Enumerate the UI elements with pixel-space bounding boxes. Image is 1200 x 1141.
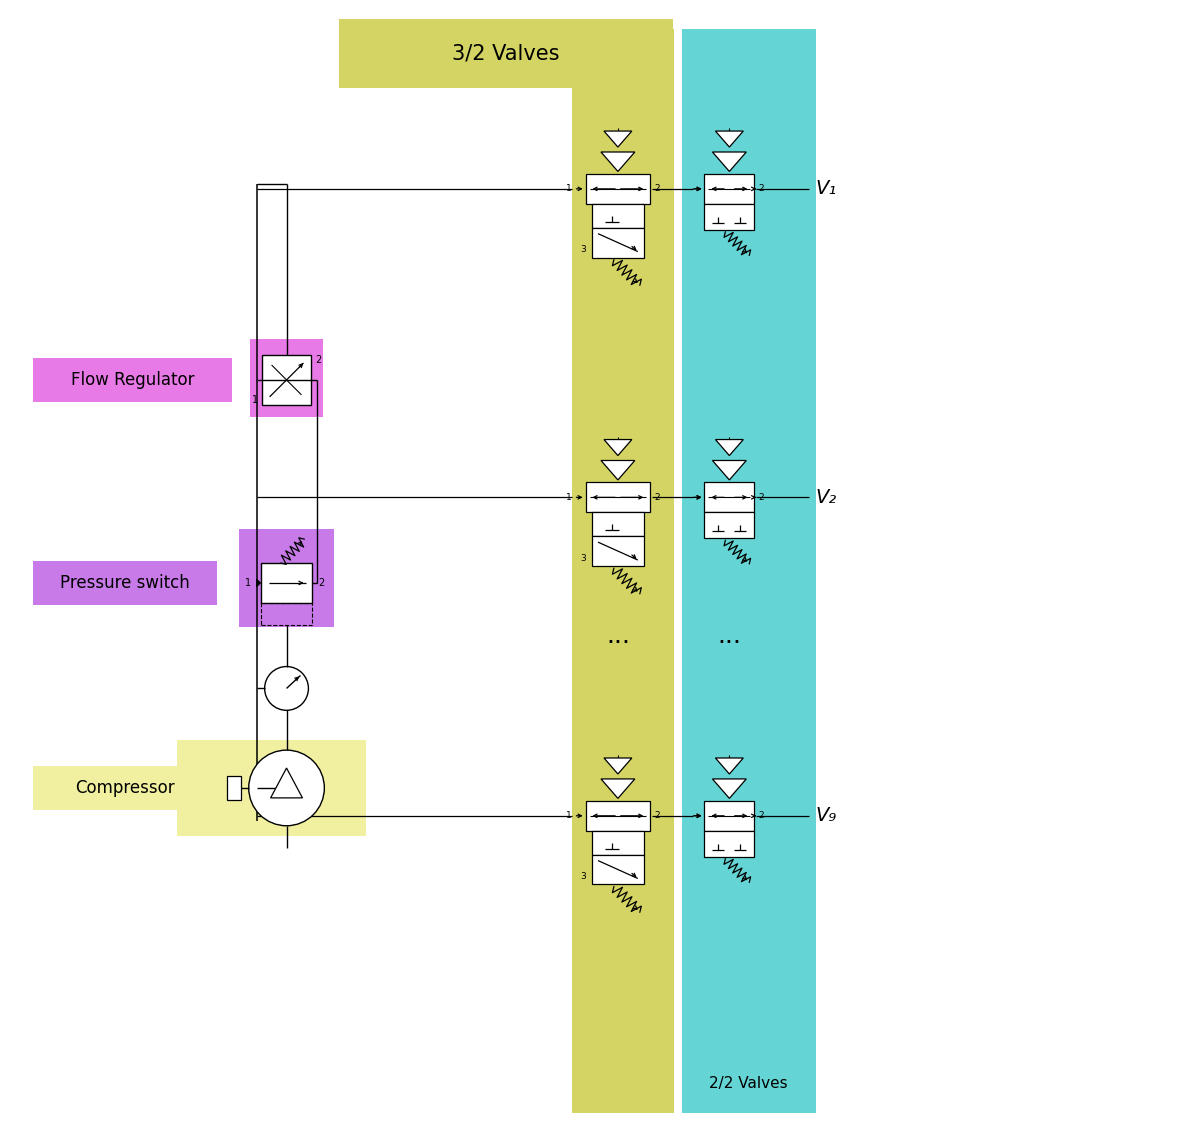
- Bar: [704, 801, 755, 831]
- Text: 1: 1: [245, 578, 251, 588]
- Bar: [32, 561, 217, 605]
- Text: 2: 2: [318, 578, 325, 588]
- Text: 2: 2: [758, 493, 764, 502]
- Bar: [262, 355, 312, 405]
- Bar: [592, 204, 643, 228]
- Polygon shape: [604, 131, 632, 147]
- Text: 1: 1: [252, 395, 258, 405]
- Text: V₁: V₁: [816, 179, 838, 199]
- Polygon shape: [601, 779, 635, 799]
- Bar: [704, 512, 755, 539]
- Polygon shape: [604, 439, 632, 455]
- Text: 1: 1: [566, 493, 571, 502]
- Polygon shape: [257, 578, 260, 586]
- Bar: [592, 512, 643, 536]
- Bar: [592, 855, 643, 884]
- Text: 2: 2: [654, 811, 660, 820]
- Bar: [704, 831, 755, 857]
- Text: 2: 2: [316, 355, 322, 365]
- Text: V₉: V₉: [816, 807, 838, 825]
- Bar: [586, 483, 650, 512]
- Text: ...: ...: [606, 624, 630, 648]
- Bar: [32, 358, 232, 402]
- Bar: [239, 529, 335, 626]
- Polygon shape: [713, 152, 746, 171]
- Text: 3: 3: [581, 872, 586, 881]
- Bar: [250, 339, 323, 416]
- Bar: [682, 1053, 816, 1114]
- Text: Compressor: Compressor: [76, 779, 175, 796]
- Bar: [260, 602, 312, 625]
- Bar: [572, 29, 673, 1114]
- Bar: [704, 483, 755, 512]
- Polygon shape: [604, 758, 632, 774]
- Circle shape: [265, 666, 308, 711]
- Text: 2: 2: [654, 185, 660, 193]
- Bar: [682, 29, 816, 1114]
- Text: 2: 2: [758, 811, 764, 820]
- Polygon shape: [713, 779, 746, 799]
- Bar: [340, 18, 673, 88]
- Text: 3: 3: [581, 245, 586, 254]
- Polygon shape: [601, 461, 635, 480]
- Circle shape: [248, 750, 324, 826]
- Polygon shape: [715, 131, 743, 147]
- Bar: [586, 173, 650, 204]
- Polygon shape: [601, 152, 635, 171]
- Polygon shape: [271, 768, 302, 798]
- Text: 2: 2: [758, 185, 764, 193]
- Text: Flow Regulator: Flow Regulator: [71, 371, 194, 389]
- Bar: [227, 776, 241, 800]
- Text: 2/2 Valves: 2/2 Valves: [709, 1076, 788, 1091]
- Bar: [592, 831, 643, 855]
- Text: ...: ...: [718, 624, 742, 648]
- Bar: [178, 741, 366, 835]
- Text: V₂: V₂: [816, 488, 838, 507]
- Bar: [586, 801, 650, 831]
- Bar: [704, 204, 755, 229]
- Bar: [32, 766, 217, 810]
- Text: 1: 1: [566, 185, 571, 193]
- Text: 3: 3: [581, 553, 586, 563]
- Text: 3/2 Valves: 3/2 Valves: [452, 43, 559, 64]
- Polygon shape: [713, 461, 746, 480]
- Bar: [704, 173, 755, 204]
- Bar: [260, 563, 312, 602]
- Text: 2: 2: [654, 493, 660, 502]
- Text: 1: 1: [566, 811, 571, 820]
- Bar: [592, 228, 643, 258]
- Bar: [592, 536, 643, 566]
- Polygon shape: [715, 758, 743, 774]
- Text: Pressure switch: Pressure switch: [60, 574, 190, 592]
- Polygon shape: [715, 439, 743, 455]
